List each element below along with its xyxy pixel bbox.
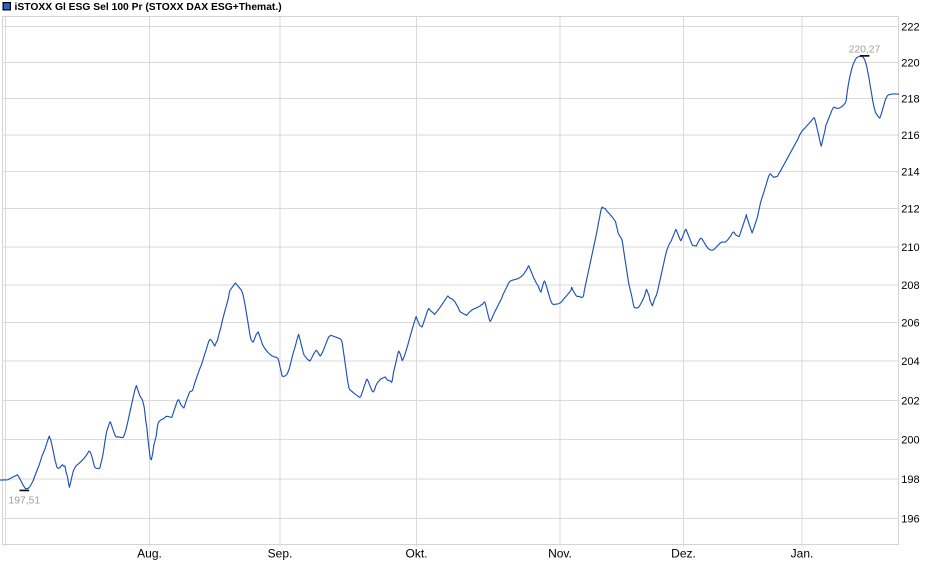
svg-text:216: 216 [901,130,919,142]
svg-text:206: 206 [901,317,919,329]
svg-text:218: 218 [901,93,919,105]
svg-text:214: 214 [901,166,919,178]
svg-text:204: 204 [901,356,919,368]
svg-text:Aug.: Aug. [137,547,162,561]
svg-text:202: 202 [901,395,919,407]
svg-text:Jan.: Jan. [791,547,814,561]
svg-text:210: 210 [901,242,919,254]
svg-text:Dez.: Dez. [671,547,696,561]
svg-text:200: 200 [901,434,919,446]
svg-text:208: 208 [901,280,919,292]
svg-text:Nov.: Nov. [548,547,572,561]
svg-text:220,27: 220,27 [849,44,881,55]
svg-text:222: 222 [901,21,919,33]
svg-text:iSTOXX Gl ESG Sel 100 Pr (STOX: iSTOXX Gl ESG Sel 100 Pr (STOXX DAX ESG+… [15,2,282,13]
svg-text:220: 220 [901,57,919,69]
svg-text:212: 212 [901,203,919,215]
svg-text:196: 196 [901,513,919,525]
svg-text:198: 198 [901,474,919,486]
svg-text:Okt.: Okt. [405,547,427,561]
svg-text:Sep.: Sep. [268,547,293,561]
svg-text:197,51: 197,51 [9,496,41,507]
